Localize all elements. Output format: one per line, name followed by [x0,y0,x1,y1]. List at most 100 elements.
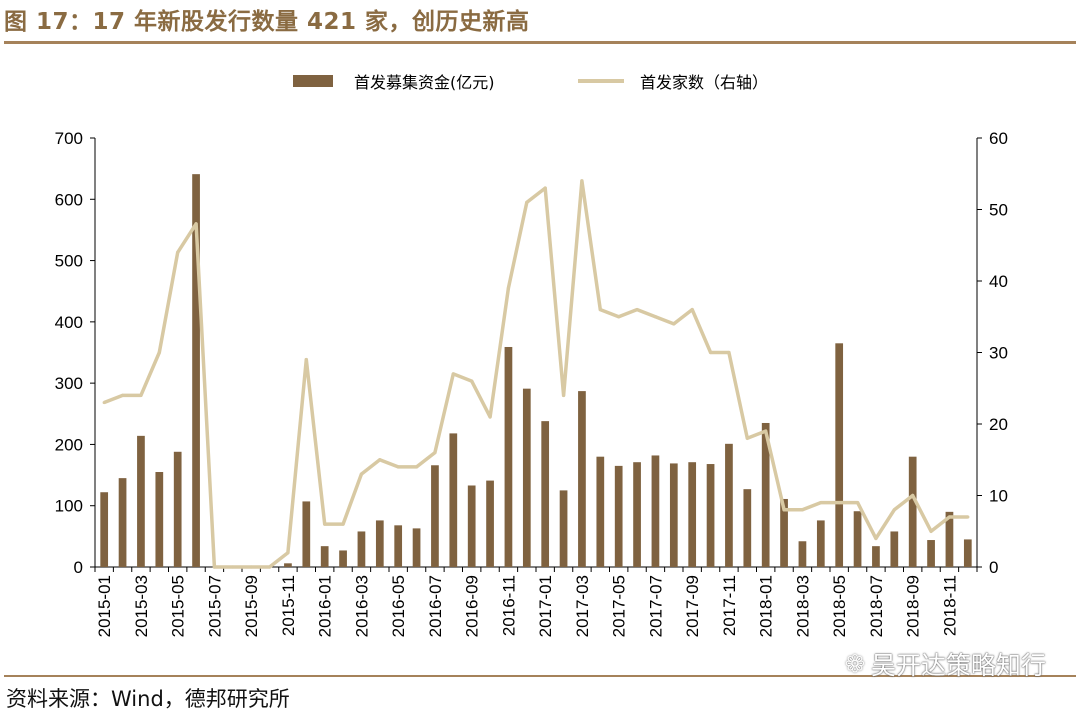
bar [431,465,439,567]
line-point [378,458,382,462]
line-point [194,222,198,226]
y-left-tick-label: 0 [74,558,83,577]
line-point [304,358,308,362]
line-series [102,179,970,569]
bar [725,443,733,567]
bar [761,422,770,567]
footer-rule [4,675,1076,677]
chart-axes: 0 100 200 300 400 500 600 700 0 10 20 30 40 50 60 2015-… [55,129,1008,637]
x-tick-label: 2017-09 [683,575,702,637]
line-point [451,372,455,376]
bar [412,528,421,567]
line-point [727,350,731,355]
x-tick-label: 2018-03 [793,575,812,637]
line-point [672,322,676,326]
line-point [414,465,419,469]
line-point [267,565,272,569]
x-tick-label: 2015-11 [279,575,298,636]
y-right-tick-label: 30 [989,344,1008,363]
line-point [837,501,841,505]
source-note: 资料来源：Wind，德邦研究所 [6,687,290,711]
x-tick-label: 2017-03 [573,575,592,637]
y-right-tick-label: 0 [989,558,998,577]
line-path [103,179,968,569]
bar [945,511,954,567]
bar [100,492,109,567]
bar [137,435,145,567]
bar [155,472,164,567]
legend-bar-label: 首发募集资金(亿元) [354,73,495,92]
bar [669,463,678,567]
watermark-text: 吴开达策略知行 [870,651,1046,680]
bar [927,540,935,567]
bar [706,464,715,567]
y-right-tick-label: 20 [989,415,1008,434]
line-point [212,565,217,569]
y-right-tick-label: 10 [989,487,1008,506]
x-tick-label: 2018-01 [757,575,776,637]
bar [633,462,641,567]
x-tick-label: 2017-07 [646,575,665,637]
bar [375,520,384,567]
legend-line-label: 首发家数（右轴） [640,73,768,92]
line-point [617,315,621,319]
y-right-tick-label: 40 [989,272,1008,291]
bar [302,501,311,567]
x-tick-label: 2016-11 [499,575,518,636]
line-point [323,522,327,526]
title-rule [4,41,1076,44]
line-point [561,393,566,397]
line-point [892,508,896,512]
line-point [929,529,933,533]
y-left-tick-label: 100 [55,497,83,516]
line-point [157,350,161,355]
figure-title: 图 17：17 年新股发行数量 421 家，创历史新高 [4,9,530,35]
y-left-tick-label: 500 [55,252,83,271]
bar [872,546,880,567]
x-tick-label: 2016-03 [352,575,371,637]
line-point [341,522,345,526]
bar [835,343,844,567]
bar [890,531,899,567]
x-tick-label: 2016-07 [426,575,445,637]
line-point [543,186,547,190]
bar [284,563,292,567]
bar [559,490,568,567]
line-point [708,350,713,355]
x-tick-label: 2018-11 [940,575,959,636]
bar [963,539,972,567]
bar [339,550,347,567]
x-tick-label: 2016-09 [463,575,482,637]
x-tick-label: 2016-01 [316,575,335,637]
watermark: ❁ 吴开达策略知行 [845,646,1046,682]
line-point [396,465,400,469]
x-tick-label: 2016-05 [389,575,408,637]
bar [118,478,127,567]
line-point [635,308,639,312]
bar [541,421,550,567]
x-tick-label: 2015-07 [205,575,224,637]
line-point [966,515,970,519]
x-tick-label: 2015-05 [169,575,188,637]
line-point [947,515,952,519]
bar [614,465,623,567]
line-point [690,308,694,312]
y-left-tick-label: 600 [55,190,83,209]
line-point [855,501,860,505]
bar [651,455,660,567]
x-tick-label: 2015-09 [242,575,261,637]
bar [596,456,605,567]
bar [798,541,807,567]
line-point [745,436,749,440]
x-tick-label: 2015-01 [95,575,114,637]
x-tick-label: 2015-03 [132,575,151,637]
line-point [782,508,786,512]
line-point [433,451,437,455]
bar [173,451,182,567]
bar [578,391,586,567]
wechat-icon: ❁ [844,650,865,678]
line-point [800,508,805,512]
bar [780,498,788,567]
line-point [911,493,915,498]
